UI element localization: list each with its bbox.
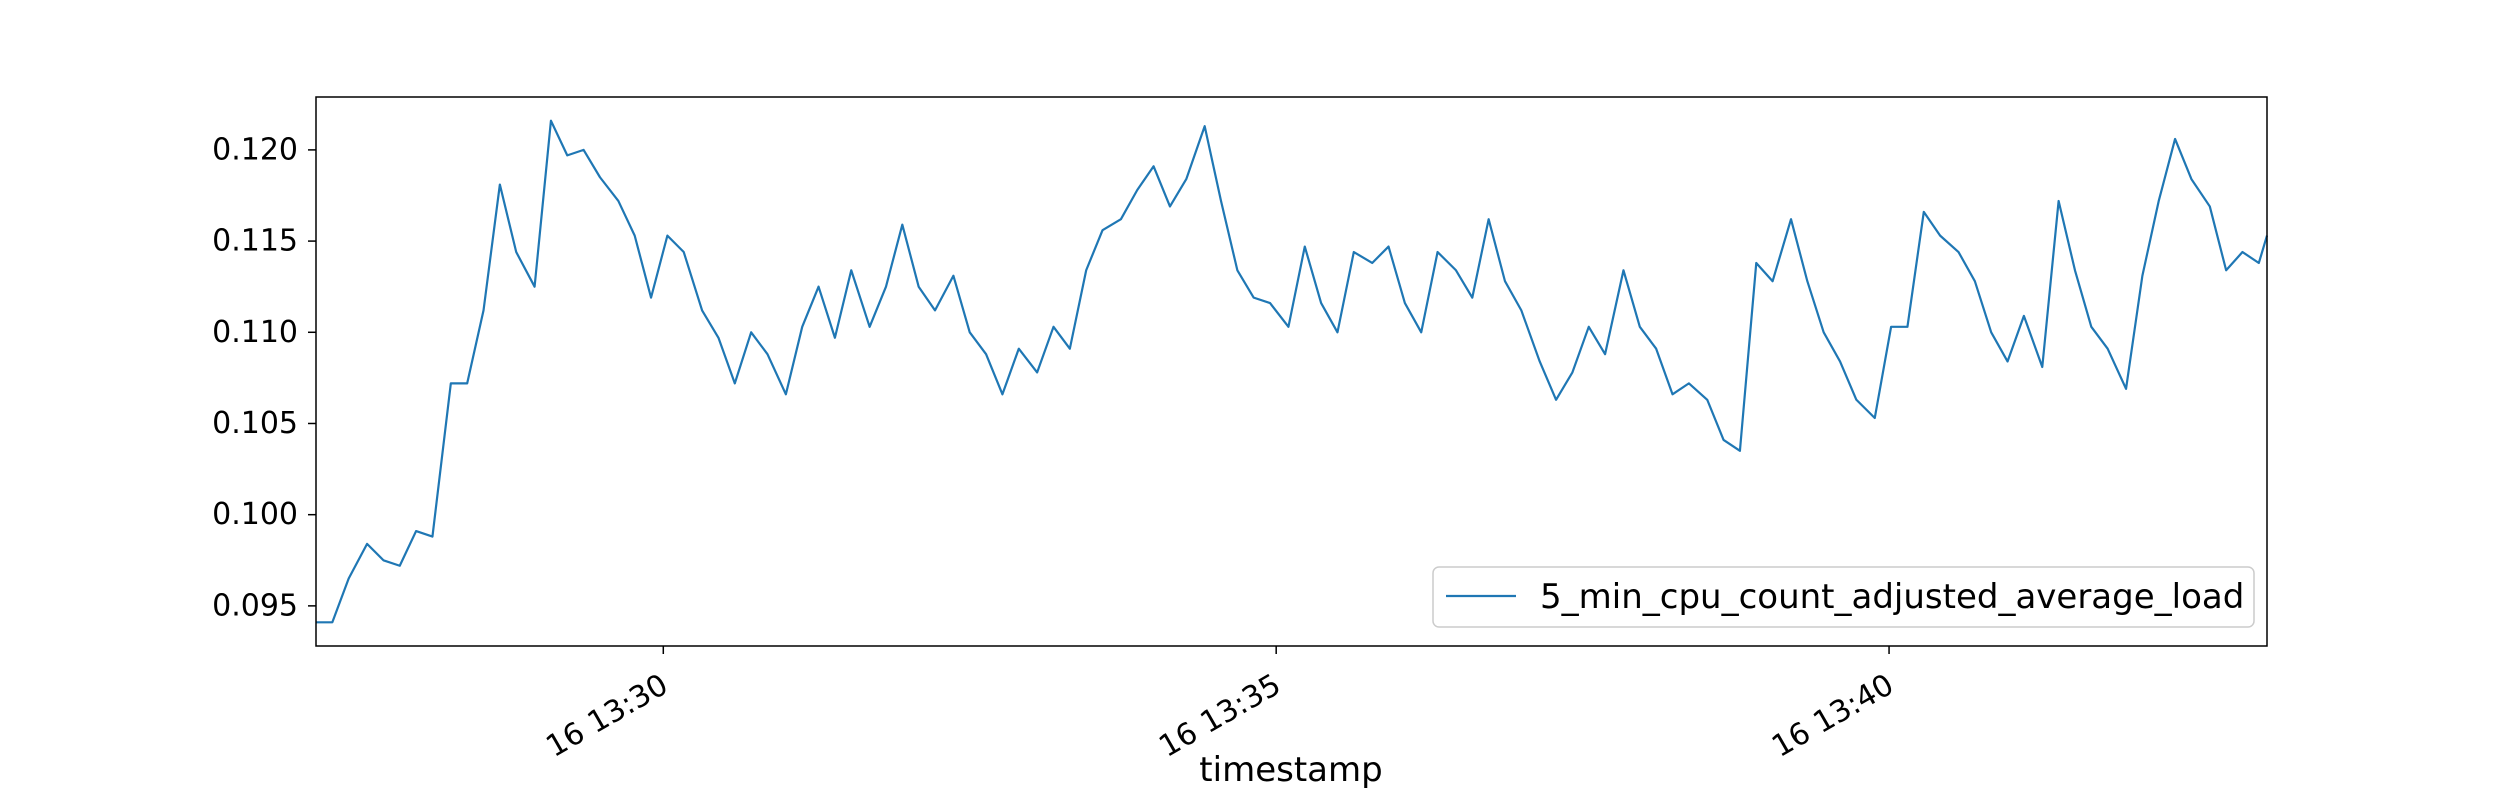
x-axis-label: timestamp	[1199, 750, 1382, 790]
legend: 5_min_cpu_count_adjusted_average_load	[1432, 566, 2255, 628]
legend-box	[1432, 566, 2255, 628]
x-tick-label: 16 13:40	[1766, 667, 1900, 764]
series-line-0	[316, 119, 2269, 624]
y-tick-label: 0.115	[212, 224, 298, 259]
y-tick-label: 0.120	[212, 132, 298, 167]
y-axis-ticks: 0.095 0.100 0.105 0.110 0.115 0.120	[212, 132, 316, 623]
legend-label: 5_min_cpu_count_adjusted_average_load	[1540, 577, 2244, 617]
x-tick-label: 16 13:30	[540, 667, 674, 764]
plot-frame	[315, 96, 2268, 647]
y-tick-label: 0.100	[212, 497, 298, 532]
series-layer	[316, 119, 2269, 624]
y-tick-label: 0.105	[212, 406, 298, 441]
y-tick-label: 0.110	[212, 315, 298, 350]
x-axis-ticks: 16 13:30 16 13:35 16 13:40	[540, 646, 1900, 765]
y-tick-label: 0.095	[212, 588, 298, 623]
